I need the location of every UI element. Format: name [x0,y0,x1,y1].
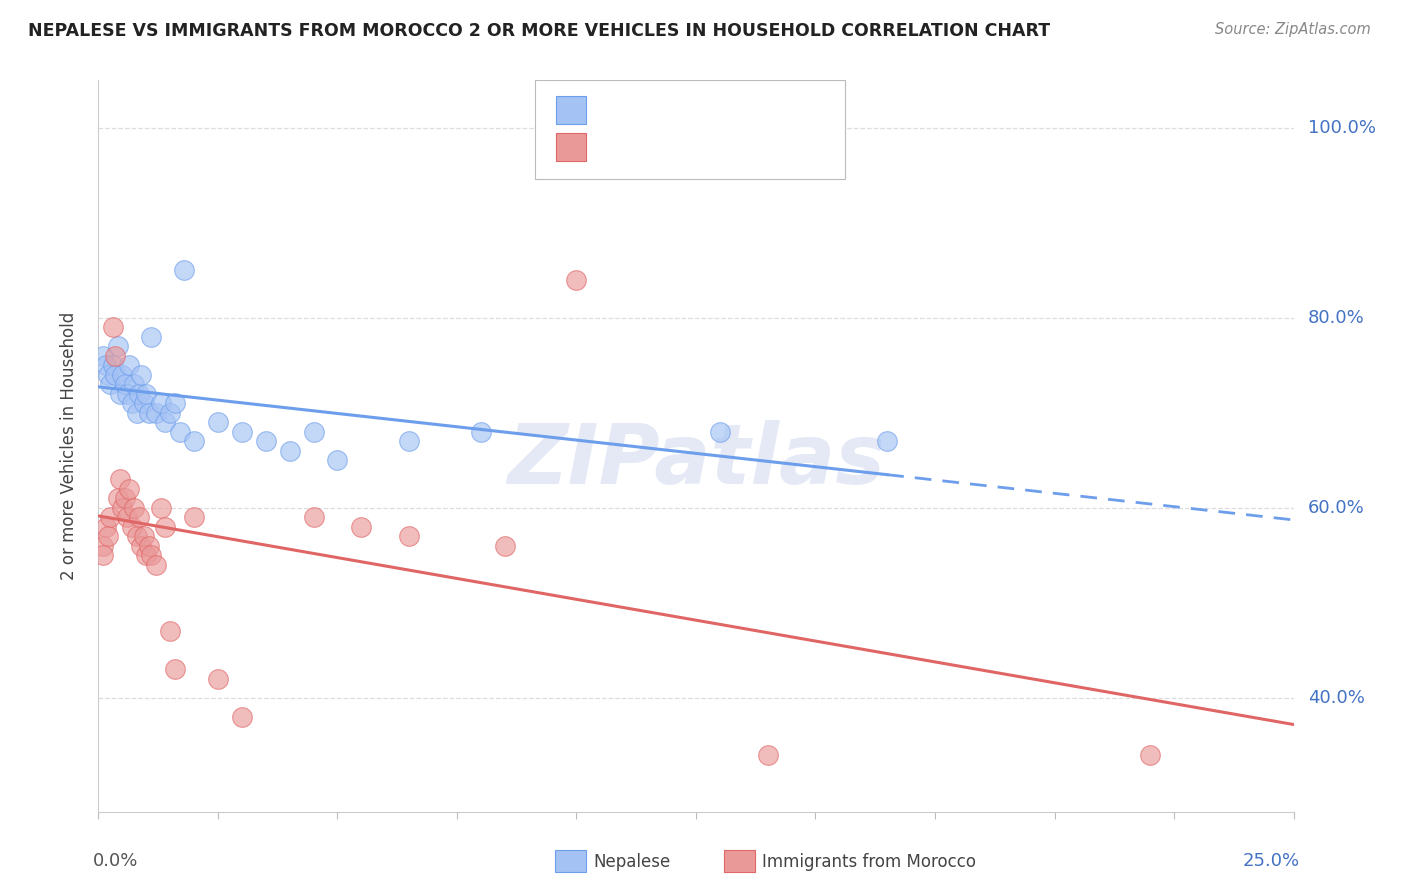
Point [108,472,131,486]
Point [94,520,117,534]
Point [470,425,492,439]
Text: 80.0%: 80.0% [1308,309,1365,326]
Point [207,415,229,429]
Point [350,520,373,534]
Point [115,510,138,524]
Point [128,386,150,401]
Point [132,396,155,410]
Point [1139,747,1161,762]
Point [302,510,325,524]
Point [756,747,779,762]
Point [155,415,177,429]
Text: NEPALESE VS IMMIGRANTS FROM MOROCCO 2 OR MORE VEHICLES IN HOUSEHOLD CORRELATION : NEPALESE VS IMMIGRANTS FROM MOROCCO 2 OR… [28,22,1050,40]
Point [91,548,114,562]
Point [207,672,229,686]
Text: 0.147: 0.147 [633,101,689,119]
Point [254,434,277,449]
Point [163,662,186,676]
Point [159,406,181,420]
Text: Source: ZipAtlas.com: Source: ZipAtlas.com [1215,22,1371,37]
Point [138,539,160,553]
Point [183,510,205,524]
Point [163,396,186,410]
Point [107,491,129,506]
Text: 0.191: 0.191 [633,141,689,159]
Point [128,510,150,524]
Point [115,386,138,401]
Point [107,339,129,353]
Point [114,491,136,506]
Point [131,539,153,553]
Text: N =: N = [709,141,748,159]
Point [111,368,134,382]
Point [155,520,177,534]
Point [135,386,157,401]
Text: 39: 39 [744,101,769,119]
Point [118,482,141,496]
Point [565,273,588,287]
Point [91,539,114,553]
Point [145,406,167,420]
Point [101,320,124,334]
Point [104,349,127,363]
Point [111,500,134,515]
Point [118,358,141,372]
Point [108,386,131,401]
FancyBboxPatch shape [534,80,845,179]
Point [231,710,253,724]
Text: 60.0%: 60.0% [1308,499,1365,516]
Point [125,406,148,420]
Point [94,358,117,372]
Point [278,443,301,458]
Text: 0.0%: 0.0% [93,852,138,870]
Point [149,396,172,410]
Point [145,558,167,572]
Point [124,377,146,392]
Text: R =: R = [596,101,636,119]
Point [98,510,122,524]
Point [97,529,120,543]
Point [131,368,153,382]
Bar [557,96,586,124]
Point [231,425,253,439]
Point [876,434,898,449]
Point [114,377,136,392]
Point [709,425,731,439]
Point [132,529,155,543]
Bar [557,133,586,161]
Y-axis label: 2 or more Vehicles in Household: 2 or more Vehicles in Household [59,312,77,580]
Text: 40.0%: 40.0% [1308,689,1365,706]
Text: Nepalese: Nepalese [593,853,671,871]
Point [302,425,325,439]
Point [135,548,157,562]
Point [398,529,420,543]
Point [97,368,120,382]
Text: R =: R = [596,141,636,159]
Point [125,529,148,543]
Text: 37: 37 [744,141,769,159]
Point [104,368,127,382]
Point [91,349,114,363]
Point [159,624,181,639]
Point [169,425,191,439]
Point [121,396,143,410]
Point [183,434,205,449]
Point [149,500,172,515]
Text: ZIPatlas: ZIPatlas [508,420,884,501]
Point [398,434,420,449]
Text: 25.0%: 25.0% [1243,852,1299,870]
Text: N =: N = [709,101,748,119]
Point [138,406,160,420]
Text: 100.0%: 100.0% [1308,119,1376,136]
Point [139,548,162,562]
Point [173,263,195,277]
Point [98,377,122,392]
Point [121,520,143,534]
Point [494,539,516,553]
Point [101,358,124,372]
Point [139,330,162,344]
Text: Immigrants from Morocco: Immigrants from Morocco [762,853,976,871]
Point [326,453,349,467]
Point [124,500,146,515]
